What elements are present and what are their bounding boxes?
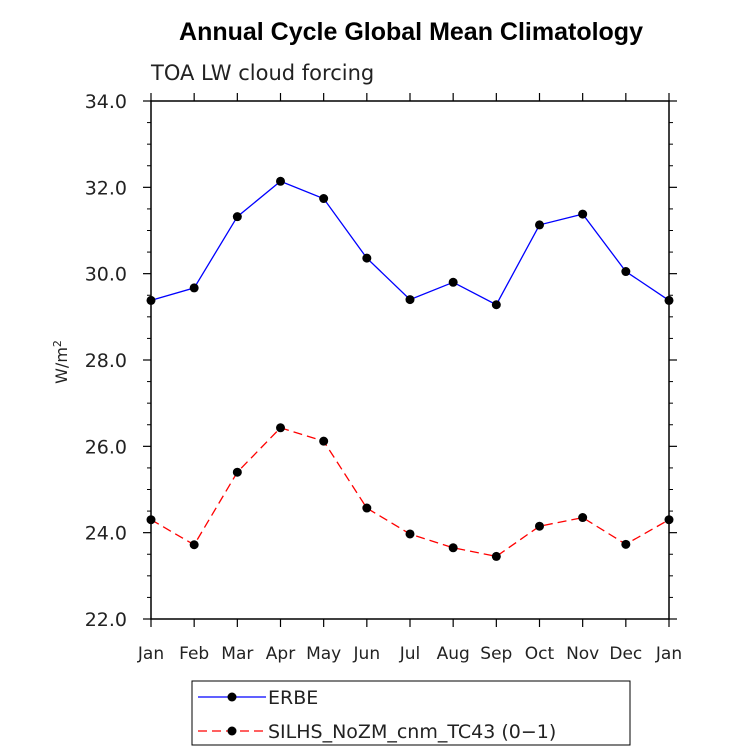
y-tick-label: 30.0 [85,264,127,286]
x-tick-label: Oct [525,644,555,664]
series-2-point [664,515,674,525]
chart-subtitle: TOA LW cloud forcing [150,61,374,85]
y-tick-label: 22.0 [85,609,127,631]
series-2-point [578,513,588,523]
series-1-point [189,283,199,293]
series-1-point [664,295,674,305]
series-2-point [535,521,544,531]
series-2-point [362,503,372,513]
x-tick-label: Jun [353,644,381,664]
legend-marker-silhs [227,726,237,736]
x-tick-label: Mar [221,644,253,664]
legend-box [191,680,631,746]
y-tick-label: 32.0 [85,177,127,199]
y-tick-label: 34.0 [85,91,127,113]
y-tick-label: 26.0 [85,436,127,458]
series-2-point [189,540,199,550]
x-tick-label: Aug [437,644,470,664]
series-1-point [232,212,242,222]
x-tick-label: Jan [137,644,164,664]
x-tick-label: Dec [609,644,642,664]
series-1-point [319,194,329,204]
legend: ERBE SILHS_NoZM_cnm_TC43 (0−1) [191,680,631,746]
series-layer [146,176,674,561]
x-tick-label: May [306,644,341,664]
chart-title: Annual Cycle Global Mean Climatology [179,18,643,46]
plot-frame [150,100,670,620]
series-2-point [319,436,329,446]
series-2-point [448,543,458,553]
x-tick-label: Jul [399,644,421,664]
legend-marker-erbe [227,692,237,702]
series-1-point [362,253,372,263]
series-1-point [621,267,631,277]
series-1-point [448,277,458,287]
y-tick-label: 24.0 [85,523,127,545]
x-tick-label: Apr [266,644,295,664]
series-line-1 [150,180,670,306]
x-tick-label: Feb [179,644,209,664]
series-1-point [491,300,501,310]
legend-label-silhs: SILHS_NoZM_cnm_TC43 (0−1) [268,721,556,743]
y-axis-label: W/m2 [51,340,71,384]
x-tick-label: Nov [566,644,599,664]
y-tick-label: 28.0 [85,350,127,372]
series-1-point [146,295,156,305]
series-2-point [232,467,242,477]
legend-label-erbe: ERBE [268,687,318,709]
series-1-point [535,220,544,230]
series-2-point [491,551,501,561]
x-tick-label: Jan [655,644,682,664]
series-1-point [405,295,415,305]
series-2-point [405,529,415,539]
series-2-point [621,539,631,549]
series-2-point [276,423,285,433]
x-tick-label: Sep [480,644,512,664]
series-2-point [146,515,156,525]
series-1-point [276,176,285,186]
axes: 22.0 24.0 26.0 28.0 30.0 32.0 34.0 Jan Feb Mar Apr… [85,91,682,664]
series-1-point [578,209,588,219]
